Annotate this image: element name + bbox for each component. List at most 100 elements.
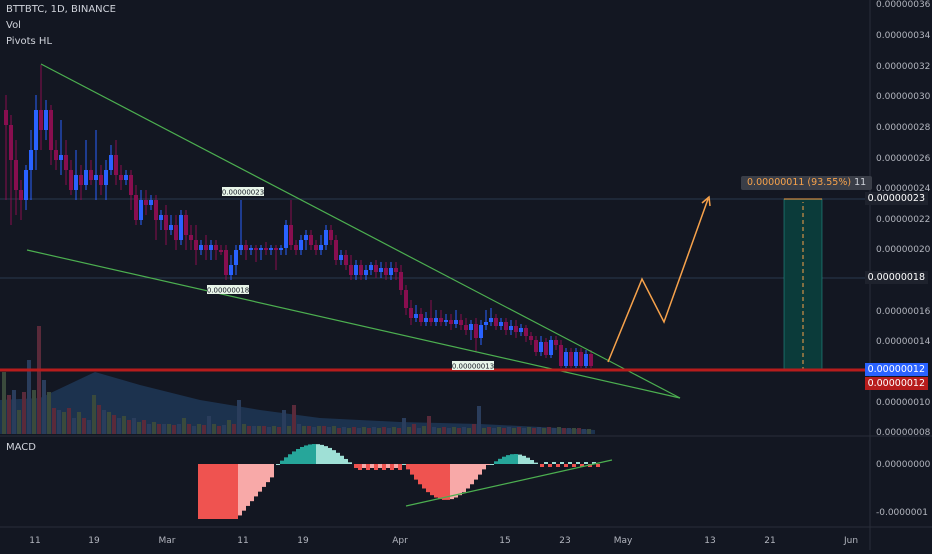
macd-bar (246, 464, 250, 506)
macd-bar (374, 464, 378, 470)
pivots-indicator-label[interactable]: Pivots HL (6, 36, 53, 47)
price-tick-label: 0.00000020 (876, 245, 931, 255)
candle-body (114, 155, 118, 175)
price-tick-label: 0.00000016 (876, 307, 931, 317)
macd-bar (450, 464, 454, 500)
candle-body (554, 340, 558, 345)
candle-body (549, 340, 553, 355)
chart-legend: BTTBTC, 1D, BINANCE Vol Pivots HL (6, 2, 116, 50)
candle-body (224, 250, 228, 275)
volume-bar (412, 424, 416, 434)
candle-body (484, 322, 488, 325)
candle-body (494, 318, 498, 326)
candle-body (559, 345, 563, 366)
volume-bar (397, 428, 401, 434)
macd-bar (276, 464, 280, 465)
candle-body (244, 245, 248, 250)
volume-bar (422, 426, 426, 434)
macd-bar (414, 464, 418, 480)
time-tick-label: 21 (764, 536, 775, 546)
macd-bar (454, 464, 458, 498)
macd-bar (446, 464, 450, 500)
macd-bar (470, 464, 474, 485)
candle-body (49, 110, 53, 150)
price-tick-label: 0.00000024 (876, 184, 931, 194)
macd-histogram (198, 444, 600, 519)
macd-bar (292, 451, 296, 464)
volume-bar (537, 427, 541, 434)
measure-info-box: 0.00000011 (93.55%) 11 (741, 176, 873, 190)
candle-body (14, 160, 18, 190)
macd-bar (336, 452, 340, 464)
macd-bar (502, 456, 506, 464)
macd-bar (320, 444, 324, 464)
volume-bar (472, 424, 476, 434)
volume-bar (447, 428, 451, 434)
macd-bar (366, 464, 370, 470)
macd-indicator-label[interactable]: MACD (6, 442, 36, 453)
macd-bar (490, 464, 494, 465)
volume-bar (192, 426, 196, 434)
price-tick-label: 0.00000014 (876, 337, 931, 347)
candle-body (314, 245, 318, 250)
volume-bar (127, 420, 131, 434)
volume-bar (207, 416, 211, 434)
volume-bar (202, 425, 206, 434)
candle-body (169, 225, 173, 230)
volume-bar (97, 405, 101, 434)
macd-bar (344, 458, 348, 464)
macd-bar (498, 458, 502, 464)
candle-body (124, 175, 128, 180)
macd-bar (382, 464, 386, 470)
candle-body (354, 265, 358, 275)
volume-bar (477, 406, 481, 434)
candle-body (404, 290, 408, 308)
volume-bar (562, 428, 566, 434)
volume-bar (82, 418, 86, 434)
volume-bar (92, 395, 96, 434)
wedge-lower-line (26, 249, 681, 399)
candle-body (529, 336, 533, 340)
candle-body (99, 175, 103, 185)
macd-bar (230, 464, 234, 519)
macd-tick-label: 0.00000000 (876, 460, 931, 470)
candle-body (84, 170, 88, 185)
projection-arrow-head (701, 195, 711, 207)
measure-bars: 11 (854, 177, 867, 188)
candle-body (189, 235, 193, 240)
candle-body (54, 150, 58, 160)
volume-bar (262, 426, 266, 434)
volume-bar (312, 427, 316, 434)
volume-bar (232, 424, 236, 434)
candle-body (64, 155, 68, 170)
candle-body (39, 110, 43, 130)
volume-indicator-label[interactable]: Vol (6, 20, 21, 31)
volume-bar (157, 424, 161, 434)
time-tick-label: Jun (843, 536, 858, 546)
volume-ma-area (0, 372, 595, 434)
candle-body (359, 265, 363, 275)
candle-body (259, 248, 263, 250)
macd-bar (474, 464, 478, 480)
macd-bar (522, 455, 526, 464)
candle-body (159, 215, 163, 220)
volume-bar (162, 424, 166, 434)
price-axis[interactable]: 0.00000036 0.00000034 0.00000032 0.00000030… (876, 0, 931, 438)
macd-bar (552, 462, 556, 464)
macd-bar (466, 464, 470, 489)
volume-bar (372, 427, 376, 434)
candle-body (194, 240, 198, 250)
macd-bar (340, 455, 344, 464)
symbol-title[interactable]: BTTBTC, 1D, BINANCE (6, 4, 116, 15)
candle-body (399, 272, 403, 290)
macd-bar (418, 464, 422, 485)
candle-body (289, 225, 293, 245)
candle-body (9, 125, 13, 160)
time-axis[interactable]: 11 19 Mar 11 19 Apr 15 23 May 13 21 Jun (29, 536, 858, 546)
volume-bar (2, 372, 6, 434)
volume-bar (487, 427, 491, 434)
macd-tick-label: -0.0000001 (876, 508, 928, 518)
macd-bar (406, 464, 410, 470)
